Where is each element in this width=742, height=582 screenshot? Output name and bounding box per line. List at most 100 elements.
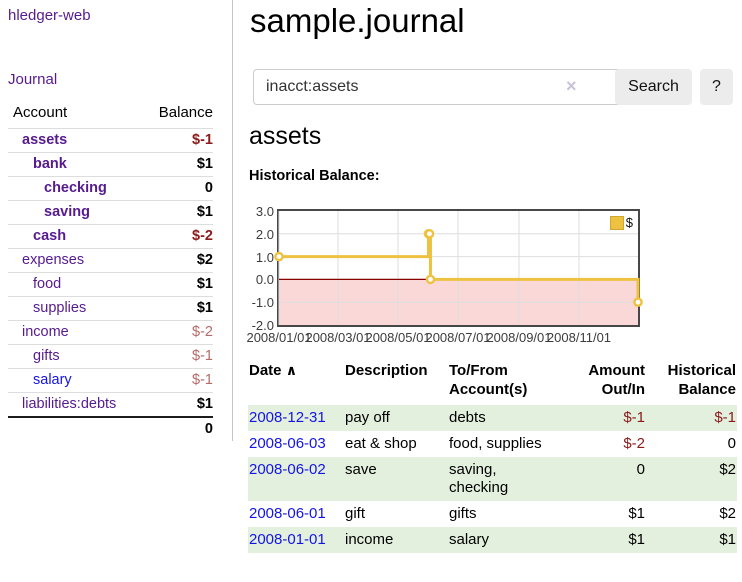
sidebar-account-link[interactable]: liabilities:debts xyxy=(22,396,117,412)
account-row: gifts $-1 xyxy=(8,344,213,369)
sidebar-account-link[interactable]: bank xyxy=(33,156,67,172)
transaction-date-link[interactable]: 2008-12-31 xyxy=(249,409,326,426)
account-row: expenses $2 xyxy=(8,248,213,273)
sidebar-account-link[interactable]: checking xyxy=(44,180,107,196)
account-row: food $1 xyxy=(8,272,213,297)
search-input[interactable] xyxy=(253,69,623,105)
account-row: income $-2 xyxy=(8,320,213,345)
balance-chart: $ 3.0 2.0 1.0 0.0 -1.0 -2.0 2008/01/01 2008/03/… xyxy=(246,200,678,352)
account-balance: $-1 xyxy=(140,368,213,393)
transaction-date-link[interactable]: 2008-06-02 xyxy=(249,461,326,478)
register-row: 2008-06-01 gift gifts $1 $2 xyxy=(248,501,737,527)
date-cell: 2008-06-03 xyxy=(248,431,344,457)
sidebar-account-link[interactable]: supplies xyxy=(33,300,87,316)
chart-svg xyxy=(274,211,643,325)
data-point-marker xyxy=(424,228,435,239)
accounts-cell: saving, checking xyxy=(449,461,509,496)
sidebar-account-link[interactable]: gifts xyxy=(33,348,60,364)
search-button[interactable]: Search xyxy=(615,69,692,105)
chart-plot-area[interactable]: $ xyxy=(274,209,643,327)
clear-search-icon[interactable]: × xyxy=(566,76,577,96)
data-point-marker xyxy=(425,274,436,285)
account-balance: $2 xyxy=(140,248,213,273)
sidebar-account-link[interactable]: expenses xyxy=(22,252,85,268)
sidebar-account-link[interactable]: saving xyxy=(44,204,90,220)
balance-cell: $-1 xyxy=(714,409,736,426)
account-row: assets $-1 xyxy=(8,128,213,153)
register-row: 2008-06-02 save saving, checking 0 $2 xyxy=(248,457,737,501)
x-axis-tick-label: 2008/01/01 xyxy=(246,330,312,345)
x-axis-tick-label: 2008/11/01 xyxy=(546,330,612,345)
sidebar-account-link[interactable]: food xyxy=(33,276,62,292)
chart-title: Historical Balance: xyxy=(249,168,380,184)
description-column-header: Description xyxy=(345,362,428,379)
account-balance: $1 xyxy=(140,152,213,177)
accounts-column-header: Account xyxy=(13,104,68,121)
description-cell: eat & shop xyxy=(345,435,417,452)
balance-cell: $2 xyxy=(719,505,736,522)
amount-cell: $1 xyxy=(628,505,645,522)
date-column-header[interactable]: Date ∧ xyxy=(249,362,298,379)
register-row: 2008-01-01 income salary $1 $1 xyxy=(248,527,737,553)
amount-cell: $-1 xyxy=(623,409,645,426)
sort-ascending-icon: ∧ xyxy=(285,362,298,378)
amount-cell: $-2 xyxy=(623,435,645,452)
accounts-cell: salary xyxy=(449,531,490,548)
account-balance: $-1 xyxy=(140,128,213,153)
search-form: × Search ? xyxy=(248,69,742,106)
data-point-marker xyxy=(633,297,643,307)
date-cell: 2008-06-01 xyxy=(248,501,344,527)
account-row: salary $-1 xyxy=(8,368,213,393)
sidebar-account-link[interactable]: assets xyxy=(22,132,68,148)
sidebar-account-link[interactable]: income xyxy=(22,324,69,340)
amount-column-header: Amount Out/In xyxy=(588,362,645,398)
y-axis-tick-label: 1.0 xyxy=(255,249,274,265)
accounts-cell: gifts xyxy=(449,505,477,522)
accounts-cell: debts xyxy=(449,409,486,426)
y-axis-tick-label: -1.0 xyxy=(251,295,274,311)
legend-swatch-icon xyxy=(609,215,624,230)
account-row: liabilities:debts $1 xyxy=(8,392,213,417)
account-row: supplies $1 xyxy=(8,296,213,321)
account-row: cash $-2 xyxy=(8,224,213,249)
description-cell: pay off xyxy=(345,409,390,426)
page-title: sample.journal xyxy=(250,2,465,39)
accounts-column-header-main: To/From Account(s) xyxy=(449,362,528,398)
sidebar-account-link[interactable]: salary xyxy=(33,372,72,388)
account-balance: $1 xyxy=(140,272,213,297)
help-button[interactable]: ? xyxy=(700,69,733,105)
x-axis-tick-label: 2008/03/01 xyxy=(305,330,371,345)
sidebar-account-link[interactable]: cash xyxy=(33,228,67,244)
sidebar-item-journal[interactable]: Journal xyxy=(8,71,58,88)
account-title: assets xyxy=(249,122,322,150)
account-balance: $1 xyxy=(140,296,213,321)
y-axis-tick-label: 2.0 xyxy=(255,226,274,242)
account-balance: $1 xyxy=(140,392,213,417)
date-cell: 2008-12-31 xyxy=(248,405,344,431)
balance-column-header: Balance xyxy=(158,104,213,121)
account-balance: $-2 xyxy=(140,320,213,345)
accounts-table: Account Balance assets $-1 bank $1 checking 0… xyxy=(8,100,213,441)
transaction-date-link[interactable]: 2008-06-03 xyxy=(249,435,326,452)
register-table: Date ∧ Description To/From Account(s) Am… xyxy=(248,356,737,553)
chart-legend: $ xyxy=(609,215,633,230)
account-balance: $-2 xyxy=(140,224,213,249)
description-cell: gift xyxy=(345,505,366,522)
account-row: checking 0 xyxy=(8,176,213,201)
transaction-date-link[interactable]: 2008-06-01 xyxy=(249,505,326,522)
account-row: bank $1 xyxy=(8,152,213,177)
brand-link[interactable]: hledger-web xyxy=(8,7,91,24)
date-cell: 2008-06-02 xyxy=(248,457,344,501)
y-axis-tick-label: 0.0 xyxy=(255,272,274,288)
transaction-date-link[interactable]: 2008-01-01 xyxy=(249,531,326,548)
main-content: sample.journal × Search ? assets Histori… xyxy=(246,0,742,582)
x-axis-tick-label: 2008/09/01 xyxy=(486,330,552,345)
account-balance: 0 xyxy=(140,176,213,201)
amount-cell: $1 xyxy=(628,531,645,548)
historical-balance-column-header: Historical Balance xyxy=(667,362,736,398)
register-row: 2008-12-31 pay off debts $-1 $-1 xyxy=(248,405,737,431)
amount-cell: 0 xyxy=(636,461,645,478)
accounts-total-value: 0 xyxy=(140,416,213,441)
balance-cell: $1 xyxy=(719,531,736,548)
description-cell: income xyxy=(345,531,394,548)
